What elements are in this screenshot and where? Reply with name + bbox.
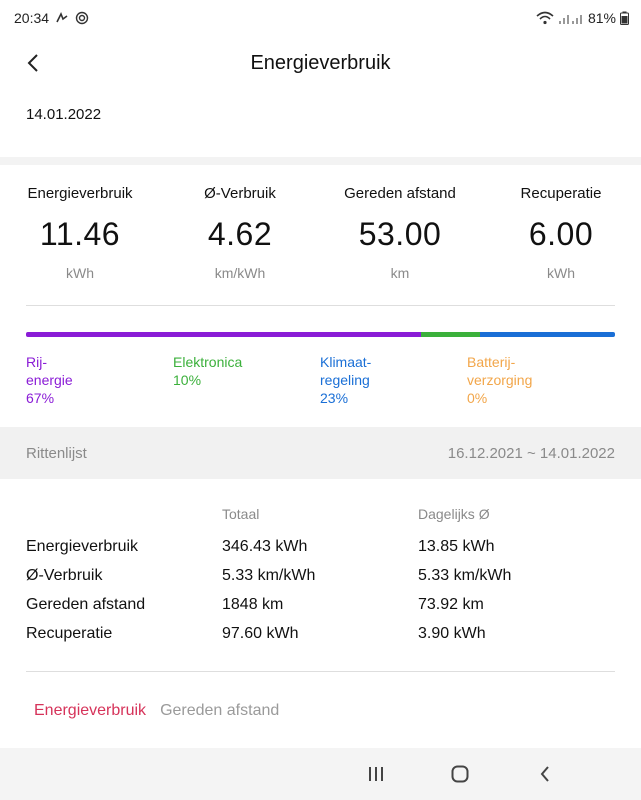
back-button[interactable]: [18, 48, 48, 78]
stat-label: Recuperatie: [520, 185, 602, 202]
selected-date: 14.01.2022: [26, 106, 102, 123]
stat-unit: km/kWh: [214, 265, 266, 281]
row-total: 346.43 kWh: [222, 538, 308, 555]
battery-icon: [620, 11, 629, 25]
section-separator: [0, 157, 641, 165]
row-daily: 13.85 kWh: [418, 538, 495, 555]
stat-average-consumption: Ø-Verbruik 4.62 km/kWh: [160, 185, 320, 281]
app-bar: Energieverbruik: [0, 36, 641, 90]
recent-apps-button[interactable]: [361, 762, 391, 786]
chevron-left-icon: [27, 54, 38, 72]
energy-split-bar: [26, 332, 615, 337]
system-nav-bar: [0, 748, 641, 800]
status-bar: 20:34 81%: [0, 0, 641, 36]
system-back-button[interactable]: [530, 762, 560, 786]
energy-bar-segment: [479, 332, 615, 337]
chart-tabs: Energieverbruik Gereden afstand: [34, 702, 279, 720]
wifi-icon: [536, 11, 554, 25]
back-icon: [540, 766, 549, 782]
legend-percent: 0%: [467, 390, 488, 406]
table-row: Gereden afstand 1848 km 73.92 km: [26, 596, 615, 624]
row-total: 97.60 kWh: [222, 625, 299, 642]
tab-distance[interactable]: Gereden afstand: [160, 702, 280, 719]
row-total: 5.33 km/kWh: [222, 567, 316, 584]
legend-item-climate: Klimaat- regeling 23%: [320, 353, 371, 407]
stat-energy-consumption: Energieverbruik 11.46 kWh: [0, 185, 160, 281]
table-row: Energieverbruik 346.43 kWh 13.85 kWh: [26, 538, 615, 566]
column-header-total: Totaal: [222, 506, 260, 522]
status-time: 20:34: [14, 10, 50, 26]
trip-list-title: Rittenlijst: [26, 444, 87, 462]
home-button[interactable]: [445, 762, 475, 786]
page-title: Energieverbruik: [250, 51, 391, 74]
home-icon: [451, 765, 469, 783]
row-label: Gereden afstand: [26, 596, 146, 613]
table-row: Recuperatie 97.60 kWh 3.90 kWh: [26, 625, 615, 653]
status-right: 81%: [536, 10, 629, 26]
divider: [26, 305, 615, 306]
row-daily: 3.90 kWh: [418, 625, 486, 642]
row-daily: 5.33 km/kWh: [418, 567, 512, 584]
legend-percent: 10%: [173, 372, 202, 388]
legend-percent: 23%: [320, 390, 349, 406]
trip-list-header[interactable]: Rittenlijst 16.12.2021 ~ 14.01.2022: [0, 427, 641, 479]
legend-name: Batterij- verzorging: [467, 354, 533, 388]
energy-split-legend: Rij- energie 67% Elektronica 10% Klimaat…: [26, 353, 615, 413]
legend-item-electronics: Elektronica 10%: [173, 353, 242, 389]
legend-item-battery-care: Batterij- verzorging 0%: [467, 353, 532, 407]
column-header-daily: Dagelijks Ø: [418, 506, 490, 522]
tab-energy-consumption[interactable]: Energieverbruik: [34, 702, 147, 719]
target-icon: [75, 11, 89, 25]
stat-label: Energieverbruik: [27, 185, 133, 202]
energy-bar-segment: [420, 332, 480, 337]
row-total: 1848 km: [222, 596, 284, 613]
row-daily: 73.92 km: [418, 596, 484, 613]
stat-unit: kWh: [547, 265, 575, 281]
row-label: Recuperatie: [26, 625, 113, 642]
table-row: Ø-Verbruik 5.33 km/kWh 5.33 km/kWh: [26, 567, 615, 595]
stat-unit: kWh: [66, 265, 94, 281]
stat-label: Gereden afstand: [344, 185, 456, 202]
stat-value: 6.00: [528, 216, 594, 252]
summary-stats: Energieverbruik 11.46 kWh Ø-Verbruik 4.6…: [0, 165, 641, 305]
stat-label: Ø-Verbruik: [204, 185, 276, 202]
row-label: Energieverbruik: [26, 538, 139, 555]
stat-recuperation: Recuperatie 6.00 kWh: [481, 185, 641, 281]
stat-value: 53.00: [358, 216, 442, 252]
legend-name: Elektronica: [173, 354, 243, 370]
legend-name: Rij- energie: [26, 354, 73, 388]
status-left: 20:34: [14, 10, 89, 26]
energy-bar-segment: [26, 332, 421, 337]
stat-unit: km: [390, 265, 410, 281]
legend-name: Klimaat- regeling: [320, 354, 372, 388]
divider: [26, 671, 615, 672]
signal-app-icon: [55, 11, 69, 25]
recent-apps-icon: [369, 767, 383, 781]
stat-distance: Gereden afstand 53.00 km: [320, 185, 480, 281]
row-label: Ø-Verbruik: [26, 567, 103, 584]
trip-list-range[interactable]: 16.12.2021 ~ 14.01.2022: [447, 444, 615, 462]
stat-value: 4.62: [207, 216, 273, 252]
stat-value: 11.46: [39, 216, 121, 252]
battery-percent: 81%: [587, 10, 616, 26]
legend-item-driving: Rij- energie 67%: [26, 353, 73, 407]
cell-signal-icon: [558, 11, 584, 25]
legend-percent: 67%: [26, 390, 55, 406]
